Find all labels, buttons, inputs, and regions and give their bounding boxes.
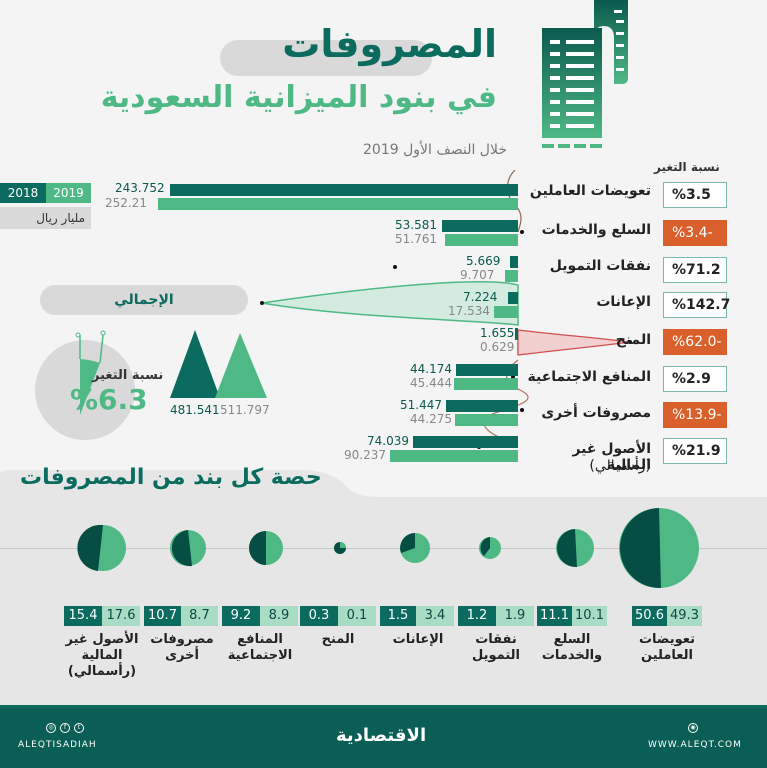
- value-2019: 252.21: [105, 196, 147, 210]
- share-2018: 1.5: [380, 606, 416, 626]
- category-label: تعويضات العاملين: [529, 183, 651, 199]
- change-box: %71.2: [663, 257, 727, 283]
- share-2019: 8.9: [260, 606, 298, 626]
- total-change-label: نسبة التغير: [92, 368, 164, 383]
- share-background: [0, 470, 767, 705]
- share-2019: 10.1: [572, 606, 607, 626]
- share-2019: 17.6: [102, 606, 140, 626]
- share-2018: 50.6: [632, 606, 667, 626]
- value-2019: 9.707: [460, 268, 495, 282]
- change-box: %21.9: [663, 438, 727, 464]
- title-pill: [220, 40, 432, 76]
- share-label: الإعانات: [392, 632, 444, 647]
- share-pies: [77, 508, 699, 589]
- unit-label: مليار ريال: [0, 207, 91, 229]
- change-box: %62.0-: [663, 329, 727, 355]
- share-2019: 1.9: [496, 606, 534, 626]
- share-label: السلع والخدمات: [541, 632, 603, 663]
- change-box: %3.4-: [663, 220, 727, 246]
- change-box: %13.9-: [663, 402, 727, 428]
- share-label: المنافع الاجتماعية: [227, 632, 293, 663]
- page-title: المصروفات: [282, 22, 497, 66]
- value-2019: 44.275: [410, 412, 452, 426]
- share-label: الأصول غير المالية (رأسمالي): [65, 632, 139, 679]
- category-label: المنافع الاجتماعية: [527, 369, 651, 385]
- share-2019: 3.4: [416, 606, 454, 626]
- share-label: المنح: [321, 632, 355, 647]
- brand-logo: الاقتصادية: [336, 725, 427, 746]
- pie-workers: [619, 508, 699, 589]
- share-2018: 15.4: [64, 606, 102, 626]
- share-2019: 8.7: [181, 606, 218, 626]
- legend-2018: 2018: [0, 183, 46, 203]
- share-2018: 10.7: [144, 606, 181, 626]
- value-2018: 243.752: [115, 181, 165, 195]
- legend-2019: 2019: [46, 183, 91, 203]
- share-2019: 49.3: [667, 606, 702, 626]
- value-2018: 5.669: [466, 254, 501, 268]
- social-handle[interactable]: ALEQTISADIAH: [18, 740, 97, 750]
- total-label: الإجمالي: [40, 285, 248, 315]
- total-2019: 511.797: [220, 403, 270, 417]
- change-curve: [260, 170, 632, 449]
- category-label: نفقات التمويل: [549, 258, 651, 274]
- total-change-value: %6.3: [70, 383, 148, 416]
- category-label: الأصول غير المالية: [572, 441, 651, 473]
- value-2018: 74.039: [367, 434, 409, 448]
- value-2018: 53.581: [395, 218, 437, 232]
- share-2018: 11.1: [537, 606, 572, 626]
- category-label: السلع والخدمات: [541, 222, 651, 238]
- share-2018: 1.2: [458, 606, 496, 626]
- footer: [0, 705, 767, 768]
- value-2019: 51.761: [395, 232, 437, 246]
- share-label: تعويضات العاملين: [638, 632, 695, 663]
- share-axis-line: [0, 548, 767, 549]
- page-subtitle: في بنود الميزانية السعودية: [100, 80, 497, 115]
- change-box: %3.5: [663, 182, 727, 208]
- value-2019: 90.237: [344, 448, 386, 462]
- category-label: الإعانات: [596, 294, 651, 310]
- value-2018: 1.655: [480, 326, 515, 340]
- value-2019: 45.444: [410, 376, 452, 390]
- instagram-icon[interactable]: ◎: [46, 723, 56, 733]
- website-link[interactable]: WWW.ALEQT.COM: [648, 740, 742, 750]
- total-2018: 481.541: [170, 403, 220, 417]
- category-label: مصروفات أخرى: [541, 405, 651, 421]
- web-icon[interactable]: ◉: [688, 723, 698, 733]
- share-label: مصروفات أخرى: [150, 632, 214, 663]
- category-sublabel: (رأسمالي): [589, 458, 651, 474]
- share-title: حصة كل بند من المصروفات: [20, 465, 322, 490]
- value-2019: 17.534: [448, 304, 490, 318]
- value-2018: 44.174: [410, 362, 452, 376]
- change-box: %2.9: [663, 366, 727, 392]
- share-label: نفقات التمويل: [472, 632, 520, 663]
- value-2018: 51.447: [400, 398, 442, 412]
- document-icon: [542, 0, 628, 148]
- share-2018: 9.2: [222, 606, 260, 626]
- category-label: المنح: [615, 332, 651, 348]
- share-2018: 0.3: [300, 606, 338, 626]
- value-2019: 0.629: [480, 340, 515, 354]
- facebook-icon[interactable]: f: [60, 723, 70, 733]
- value-2018: 7.224: [463, 290, 498, 304]
- change-box: %142.7: [663, 292, 730, 318]
- twitter-icon[interactable]: t: [74, 723, 84, 733]
- change-heading: نسبة التغير: [654, 160, 720, 174]
- share-2019: 0.1: [338, 606, 376, 626]
- period-label: خلال النصف الأول 2019: [363, 142, 507, 158]
- total-graphic: [35, 330, 267, 440]
